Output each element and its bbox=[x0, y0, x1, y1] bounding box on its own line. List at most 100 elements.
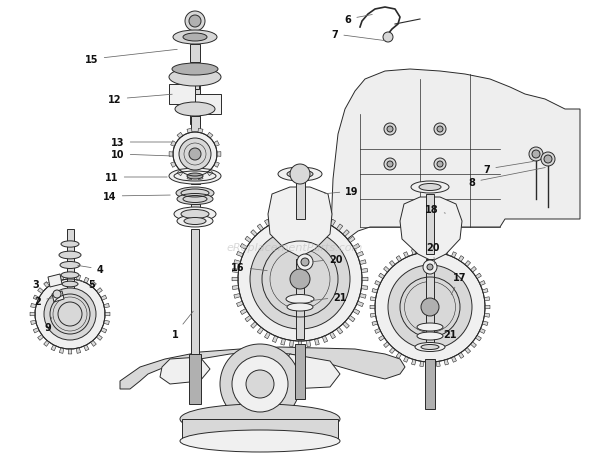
Polygon shape bbox=[485, 306, 490, 309]
Text: 20: 20 bbox=[313, 254, 343, 264]
Polygon shape bbox=[60, 275, 64, 280]
Circle shape bbox=[387, 127, 393, 133]
Text: 4: 4 bbox=[78, 264, 103, 274]
Polygon shape bbox=[52, 291, 64, 302]
Circle shape bbox=[427, 264, 433, 270]
Polygon shape bbox=[281, 339, 286, 345]
Polygon shape bbox=[187, 129, 192, 134]
Text: 11: 11 bbox=[105, 173, 167, 183]
Text: 21: 21 bbox=[311, 292, 347, 302]
Ellipse shape bbox=[419, 184, 441, 191]
Polygon shape bbox=[356, 252, 363, 257]
Text: 2: 2 bbox=[35, 297, 53, 306]
Polygon shape bbox=[96, 288, 102, 294]
Circle shape bbox=[220, 344, 300, 424]
Polygon shape bbox=[198, 175, 203, 180]
Polygon shape bbox=[451, 357, 457, 363]
Polygon shape bbox=[372, 321, 378, 326]
Text: 10: 10 bbox=[112, 150, 171, 160]
Polygon shape bbox=[451, 252, 457, 258]
Circle shape bbox=[301, 258, 309, 266]
Text: eReplacementParts.com: eReplacementParts.com bbox=[227, 242, 363, 252]
Polygon shape bbox=[306, 341, 311, 347]
Polygon shape bbox=[245, 316, 252, 322]
Polygon shape bbox=[251, 322, 257, 329]
Polygon shape bbox=[361, 269, 368, 273]
Polygon shape bbox=[428, 247, 432, 252]
Ellipse shape bbox=[421, 345, 439, 350]
Polygon shape bbox=[375, 329, 381, 334]
Polygon shape bbox=[68, 349, 72, 354]
Polygon shape bbox=[359, 260, 366, 265]
Polygon shape bbox=[389, 348, 395, 354]
Polygon shape bbox=[51, 278, 56, 284]
Polygon shape bbox=[234, 294, 241, 299]
Circle shape bbox=[383, 33, 393, 43]
Polygon shape bbox=[419, 248, 424, 253]
Polygon shape bbox=[356, 302, 363, 307]
Circle shape bbox=[35, 280, 105, 349]
Polygon shape bbox=[232, 278, 238, 281]
Circle shape bbox=[44, 288, 96, 340]
Text: 18: 18 bbox=[425, 205, 445, 214]
Polygon shape bbox=[31, 320, 36, 325]
Ellipse shape bbox=[61, 272, 79, 279]
Polygon shape bbox=[479, 329, 485, 334]
Polygon shape bbox=[268, 188, 332, 257]
Circle shape bbox=[173, 133, 217, 177]
Polygon shape bbox=[396, 353, 402, 358]
Text: 20: 20 bbox=[426, 242, 440, 265]
Polygon shape bbox=[84, 345, 89, 351]
Polygon shape bbox=[370, 306, 375, 309]
Polygon shape bbox=[76, 275, 81, 280]
Circle shape bbox=[179, 139, 211, 171]
Polygon shape bbox=[361, 286, 368, 290]
Polygon shape bbox=[278, 354, 340, 389]
Polygon shape bbox=[359, 294, 366, 299]
Ellipse shape bbox=[187, 174, 203, 179]
Bar bbox=[191, 205, 199, 214]
Polygon shape bbox=[458, 256, 464, 262]
Polygon shape bbox=[436, 248, 440, 253]
Polygon shape bbox=[404, 357, 409, 363]
Polygon shape bbox=[264, 332, 270, 339]
Polygon shape bbox=[273, 216, 278, 223]
Polygon shape bbox=[362, 278, 368, 281]
Circle shape bbox=[388, 265, 472, 349]
Polygon shape bbox=[348, 316, 355, 322]
Polygon shape bbox=[281, 213, 286, 220]
Polygon shape bbox=[240, 244, 247, 250]
Ellipse shape bbox=[62, 281, 78, 287]
Polygon shape bbox=[314, 339, 319, 345]
Polygon shape bbox=[419, 361, 424, 367]
Polygon shape bbox=[458, 353, 464, 358]
Polygon shape bbox=[306, 212, 311, 218]
Polygon shape bbox=[470, 267, 477, 273]
Circle shape bbox=[246, 370, 274, 398]
Text: 6: 6 bbox=[345, 15, 372, 25]
Polygon shape bbox=[322, 336, 327, 343]
Circle shape bbox=[58, 302, 82, 326]
Text: 8: 8 bbox=[468, 168, 545, 188]
Circle shape bbox=[185, 12, 205, 32]
Polygon shape bbox=[289, 341, 293, 347]
Text: 21: 21 bbox=[443, 329, 457, 339]
Polygon shape bbox=[51, 345, 56, 351]
Polygon shape bbox=[348, 237, 355, 243]
Ellipse shape bbox=[415, 343, 445, 352]
Ellipse shape bbox=[183, 34, 207, 42]
Circle shape bbox=[375, 252, 485, 362]
Polygon shape bbox=[68, 274, 72, 280]
Bar bbox=[296, 183, 304, 219]
Polygon shape bbox=[177, 171, 183, 176]
Bar bbox=[426, 195, 434, 254]
Circle shape bbox=[290, 269, 310, 289]
Ellipse shape bbox=[176, 188, 214, 200]
Polygon shape bbox=[444, 249, 448, 255]
Polygon shape bbox=[104, 304, 109, 308]
Polygon shape bbox=[33, 328, 39, 333]
Polygon shape bbox=[171, 162, 176, 168]
Ellipse shape bbox=[173, 31, 217, 45]
Ellipse shape bbox=[181, 210, 209, 219]
Polygon shape bbox=[44, 341, 50, 347]
